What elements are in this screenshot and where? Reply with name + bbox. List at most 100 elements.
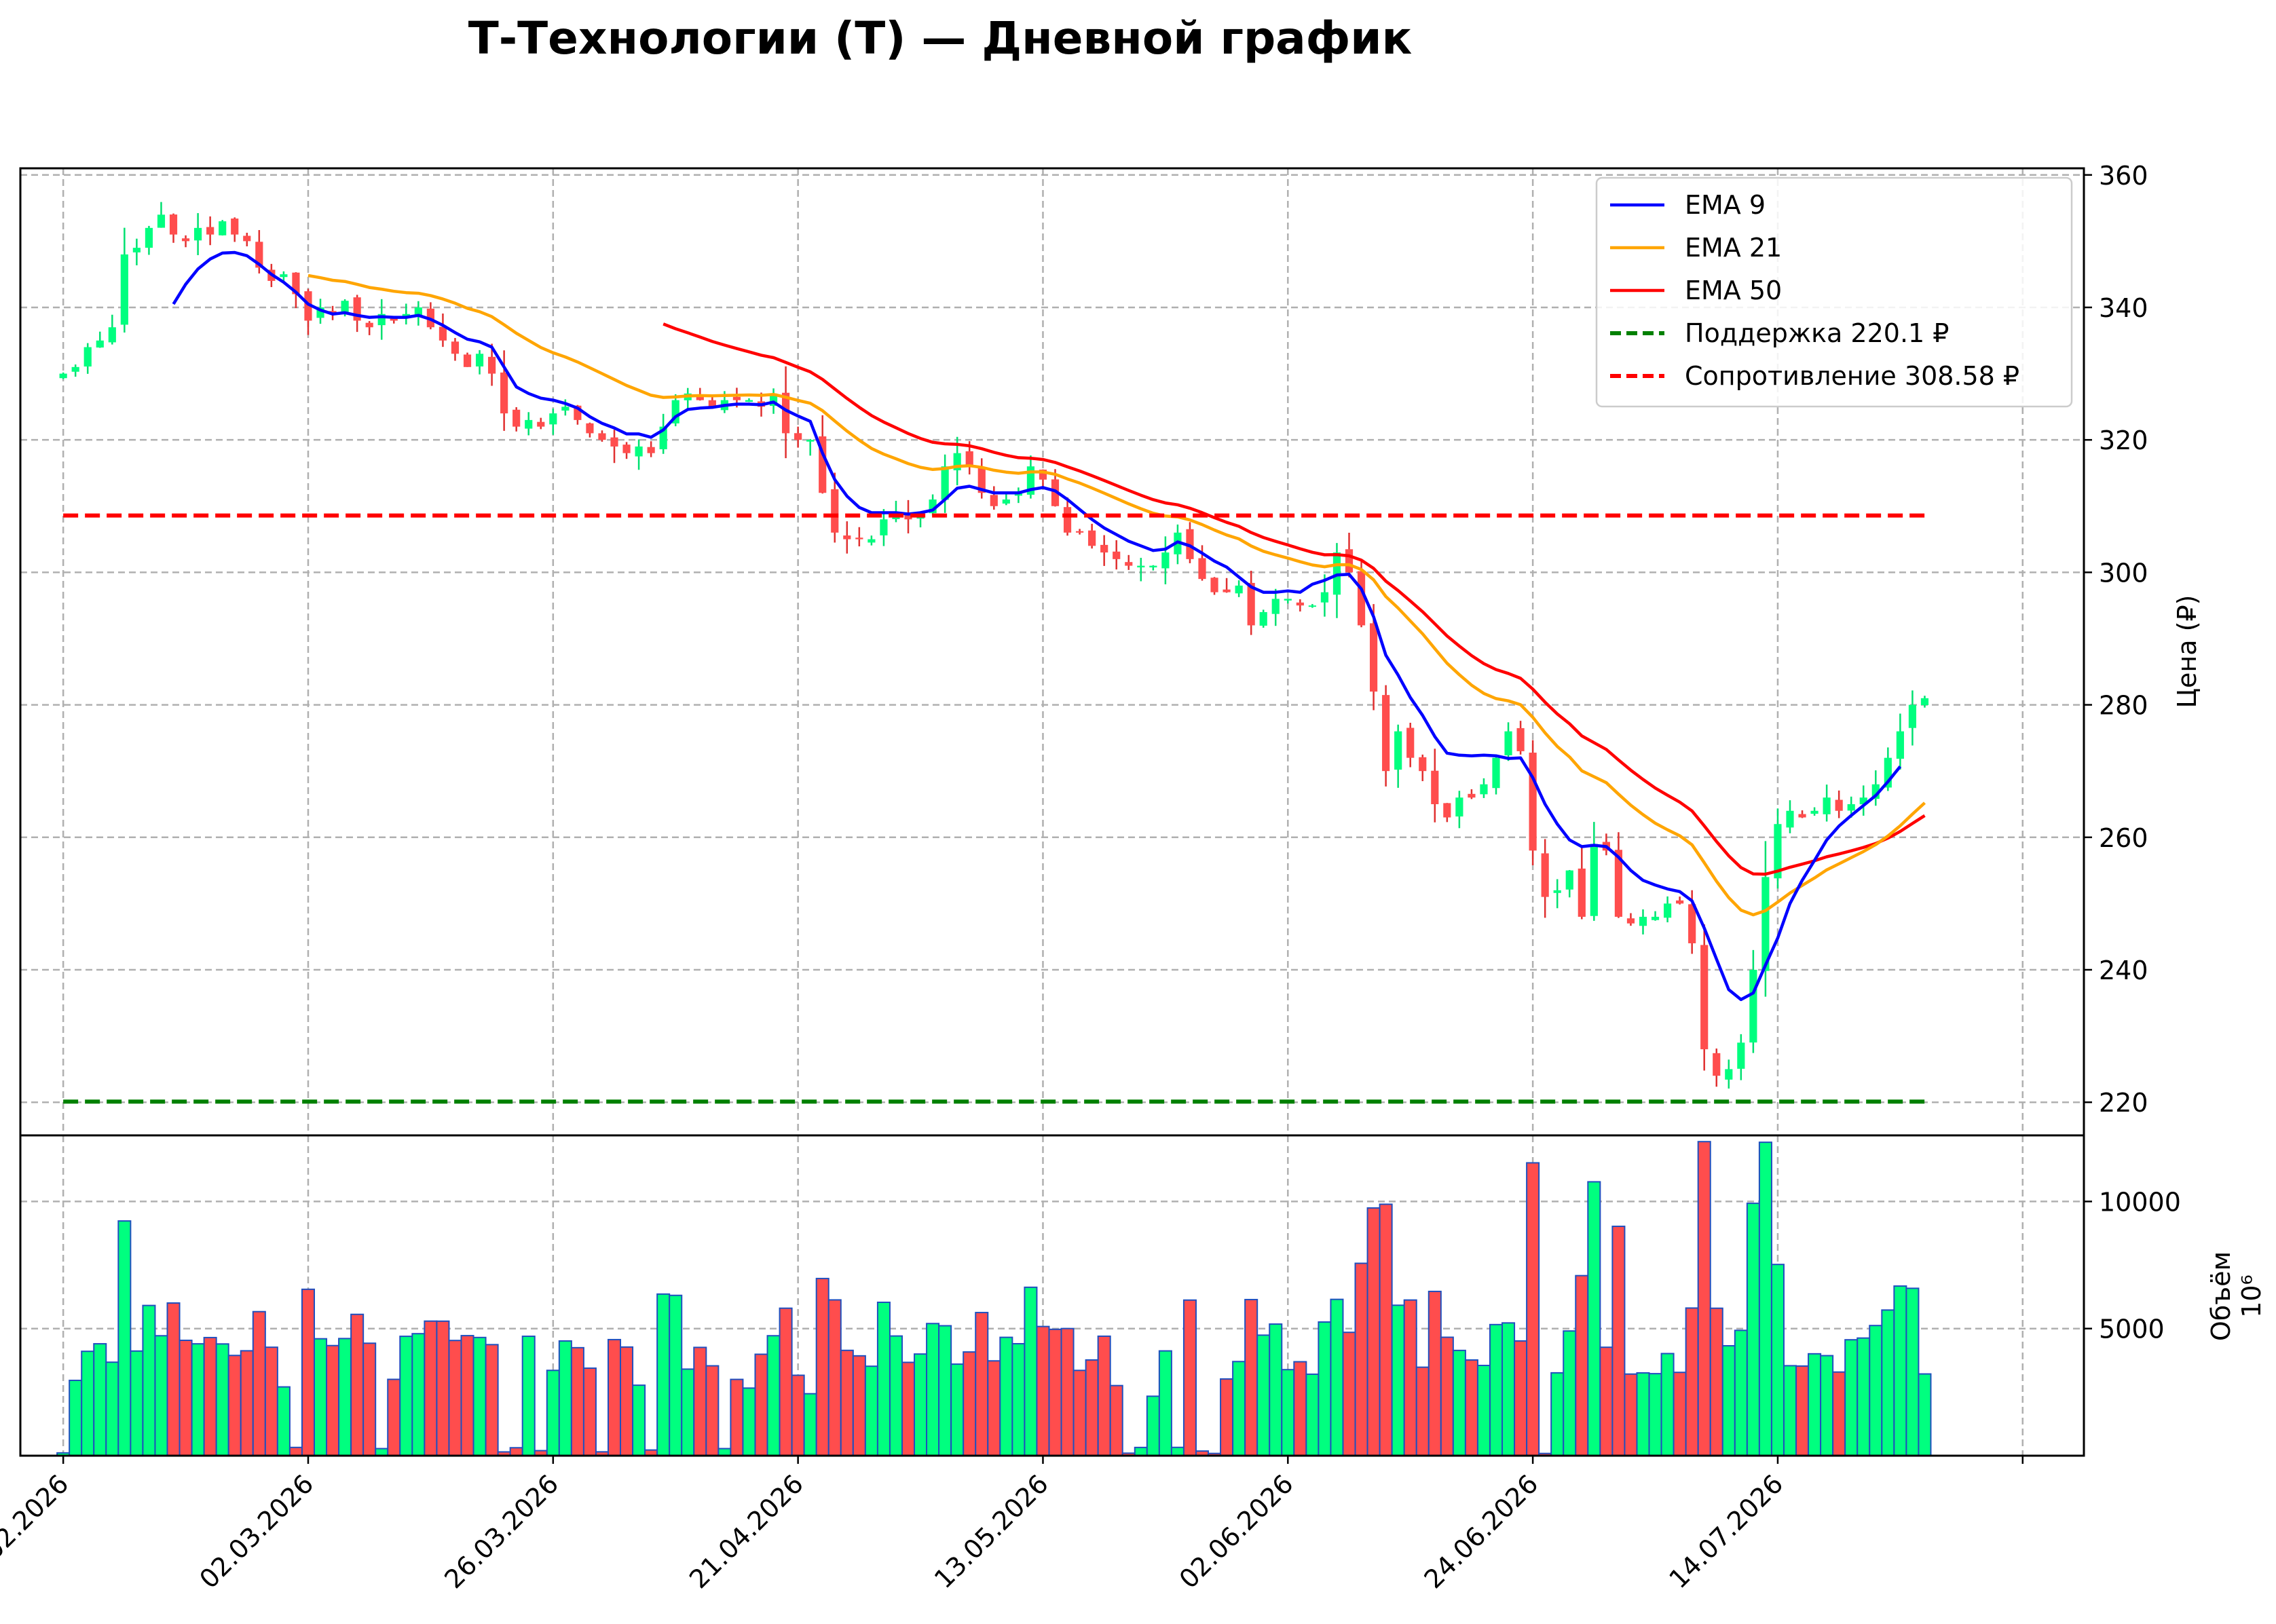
candle-body	[463, 354, 472, 367]
volume-bar	[81, 1351, 95, 1456]
legend-label: EMA 9	[1685, 190, 1766, 220]
candle-body	[365, 322, 373, 328]
candle-body	[1382, 695, 1390, 772]
volume-bar	[558, 1340, 572, 1456]
volume-bar	[521, 1336, 536, 1456]
candle-body	[1113, 551, 1121, 559]
candle-body	[108, 327, 116, 343]
candle-body	[1480, 784, 1488, 795]
candle-body	[96, 340, 104, 348]
volume-bar	[117, 1220, 132, 1456]
volume-bar	[1648, 1373, 1662, 1456]
volume-bar	[876, 1301, 891, 1456]
candle-body	[561, 407, 570, 411]
volume-bar	[1256, 1334, 1271, 1457]
candle-body	[1749, 969, 1757, 1043]
volume-bar	[1330, 1298, 1344, 1457]
candle-body	[1590, 844, 1598, 916]
chart-title: Т-Технологии (T) — Дневной график	[468, 12, 1413, 64]
volume-bar	[288, 1446, 303, 1457]
candle-body	[1308, 605, 1316, 607]
candle-body	[1884, 757, 1892, 788]
volume-bar	[1158, 1350, 1172, 1457]
volume-bar	[387, 1378, 401, 1457]
candle-body	[635, 446, 643, 457]
volume-bar	[1293, 1361, 1307, 1457]
volume-bar	[1526, 1162, 1540, 1456]
candle-body	[941, 466, 949, 500]
candle-body	[1700, 945, 1709, 1050]
volume-bar	[1415, 1366, 1430, 1456]
volume-bar	[1072, 1370, 1087, 1457]
volume-bar	[1464, 1359, 1478, 1457]
volume-bar	[1220, 1378, 1234, 1456]
candle-body	[1088, 530, 1096, 546]
volume-bar	[509, 1447, 523, 1457]
volume-bar	[326, 1344, 340, 1456]
volume-bar	[1318, 1321, 1332, 1457]
ema21-line	[307, 273, 1926, 917]
volume-bar	[93, 1343, 107, 1456]
volume-bar	[215, 1343, 229, 1457]
volume-bar	[975, 1312, 989, 1456]
volume-bar	[681, 1368, 695, 1456]
volume-bar	[1746, 1203, 1760, 1457]
volume-bar	[1893, 1285, 1907, 1457]
volume-bar	[424, 1320, 438, 1457]
x-tick-label: 13.05.2026	[929, 1469, 1054, 1594]
volume-bar	[1391, 1304, 1405, 1456]
volume-bar	[1085, 1359, 1099, 1457]
price-tick-label: 300	[2099, 558, 2148, 588]
candle-body	[622, 445, 631, 453]
candle-body	[1835, 799, 1843, 811]
volume-bar	[1869, 1325, 1883, 1457]
candle-body	[671, 400, 679, 423]
volume-bar	[1011, 1342, 1026, 1456]
volume-bar	[1440, 1336, 1454, 1456]
volume-bar	[362, 1342, 377, 1456]
volume-bar	[1354, 1262, 1368, 1456]
volume-bar	[1060, 1327, 1075, 1457]
volume-bar	[852, 1355, 866, 1456]
volume-bar	[987, 1360, 1001, 1456]
volume-bar	[1611, 1226, 1626, 1457]
candle-body	[1492, 757, 1500, 789]
volume-bar	[301, 1288, 315, 1456]
x-tick-label: 24.06.2026	[1419, 1469, 1544, 1594]
candle-body	[1320, 592, 1329, 603]
candle-body	[1553, 890, 1561, 893]
volume-bar	[1758, 1141, 1772, 1456]
price-tick-label: 360	[2099, 161, 2148, 191]
candle-body	[659, 426, 667, 450]
candle-body	[1063, 507, 1072, 533]
legend-label: Поддержка 220.1 ₽	[1685, 318, 1949, 348]
candle-body	[537, 421, 545, 427]
candle-body	[1198, 558, 1206, 580]
candle-body	[1516, 728, 1525, 751]
volume-bar	[411, 1333, 426, 1456]
candle-body	[145, 227, 153, 248]
candle-body	[500, 372, 508, 414]
volume-bar	[730, 1378, 744, 1456]
candle-body	[1026, 466, 1035, 495]
candle-body	[745, 400, 753, 402]
volume-bar	[1697, 1141, 1711, 1457]
volume-bar	[436, 1320, 450, 1457]
candle-body	[304, 291, 312, 321]
candle-body	[586, 423, 594, 434]
candle-body	[194, 227, 202, 241]
candle-body	[708, 400, 716, 407]
candle-body	[965, 451, 973, 467]
candle-body	[1823, 797, 1831, 814]
candle-body	[1676, 900, 1684, 904]
volume-bar	[338, 1338, 352, 1457]
volume-bar	[252, 1310, 266, 1456]
candle-body	[353, 297, 361, 321]
volume-bar	[914, 1353, 928, 1456]
volume-bar	[264, 1346, 278, 1456]
legend-label: Сопротивление 308.58 ₽	[1685, 361, 2019, 391]
x-tick-label: 02.06.2026	[1174, 1469, 1299, 1594]
candle-body	[1908, 704, 1917, 728]
candle-body	[831, 489, 839, 533]
candle-body	[1137, 565, 1145, 568]
